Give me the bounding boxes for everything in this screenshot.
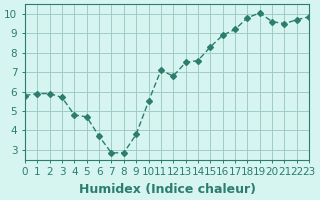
X-axis label: Humidex (Indice chaleur): Humidex (Indice chaleur)	[79, 183, 256, 196]
